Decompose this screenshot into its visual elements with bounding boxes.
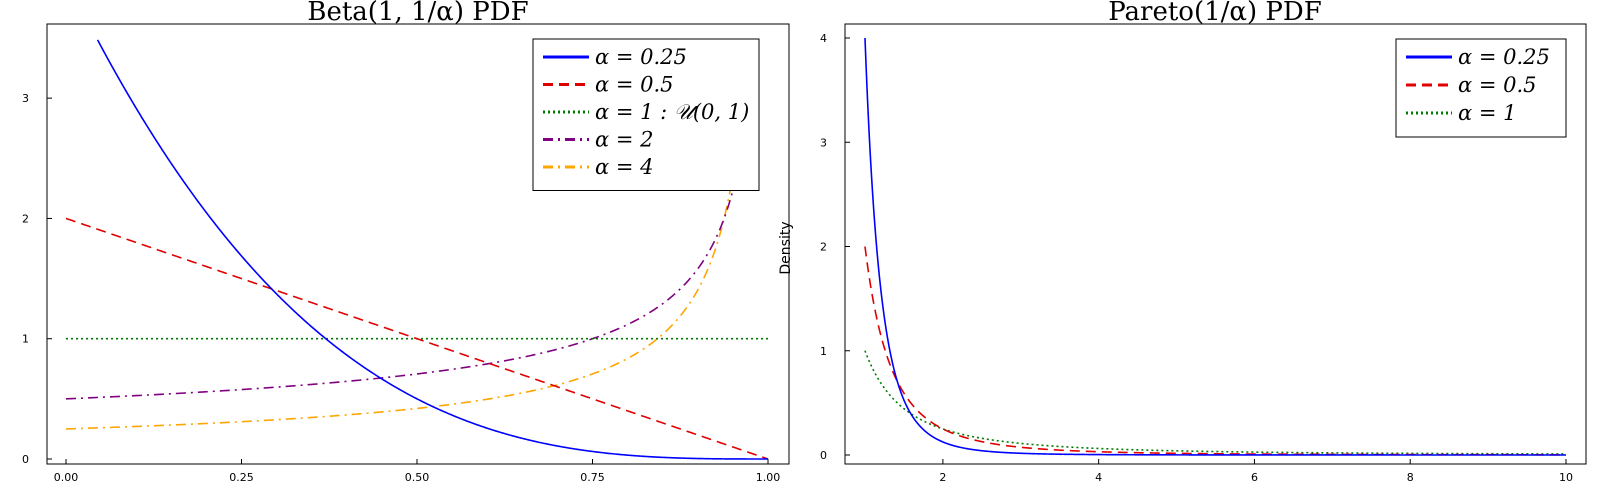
legend-entry: α = 0.5 xyxy=(595,73,674,97)
y-tick-label: 0 xyxy=(22,453,29,466)
y-tick-label: 1 xyxy=(820,345,827,358)
legend-entry: α = 1 xyxy=(1458,101,1517,125)
x-tick-label: 0.75 xyxy=(580,471,605,484)
x-tick-label: 2 xyxy=(939,471,946,484)
legend-entry: α = 0.25 xyxy=(595,45,687,69)
legend-box xyxy=(532,38,760,191)
series-line-dashdot xyxy=(65,41,748,430)
y-tick-label: 1 xyxy=(22,333,29,346)
series-line-dashdot xyxy=(65,50,754,400)
x-tick-label: 4 xyxy=(1095,471,1102,484)
x-tick-label: 0.50 xyxy=(405,471,430,484)
y-tick-label: 2 xyxy=(22,212,29,225)
x-tick-label: 0.25 xyxy=(229,471,254,484)
y-tick-label: 0 xyxy=(820,449,827,462)
legend-entry: α = 2 xyxy=(595,128,654,152)
series-line-dash xyxy=(65,217,769,460)
series-line-solid xyxy=(864,37,1566,456)
beta-panel: Beta(1, 1/α) PDF 0.00 0.25 0.50 0.75 1.00 0 1 2… xyxy=(22,0,790,484)
y-tick-label: 4 xyxy=(820,32,827,45)
series-line-solid xyxy=(96,39,768,460)
x-tick-label: 1.00 xyxy=(756,471,781,484)
legend-entry: α = 0.5 xyxy=(1458,73,1537,97)
x-tick-label: 0.00 xyxy=(54,471,79,484)
y-tick-label: 2 xyxy=(820,241,827,254)
legend-box xyxy=(1395,38,1567,138)
pareto-ylabel: Density xyxy=(778,221,794,274)
x-tick-label: 8 xyxy=(1407,471,1414,484)
legend-entry: α = 4 xyxy=(595,155,654,179)
beta-title: Beta(1, 1/α) PDF xyxy=(307,0,528,27)
pareto-panel: Pareto(1/α) PDF Density 2 4 6 8 10 0 1 2 3 4 α = … xyxy=(778,0,1587,484)
y-tick-label: 3 xyxy=(820,136,827,149)
pareto-title: Pareto(1/α) PDF xyxy=(1108,0,1322,27)
legend-entry: α = 0.25 xyxy=(1458,45,1550,69)
beta-plot-frame xyxy=(46,23,790,465)
y-tick-label: 3 xyxy=(22,92,29,105)
legend-entry: α = 1 : 𝒰(0, 1) xyxy=(595,100,749,124)
series-line-dot xyxy=(864,350,1567,455)
x-tick-label: 10 xyxy=(1559,471,1573,484)
pareto-plot-frame xyxy=(844,23,1587,465)
x-tick-label: 6 xyxy=(1251,471,1258,484)
series-line-dash xyxy=(864,246,1566,456)
